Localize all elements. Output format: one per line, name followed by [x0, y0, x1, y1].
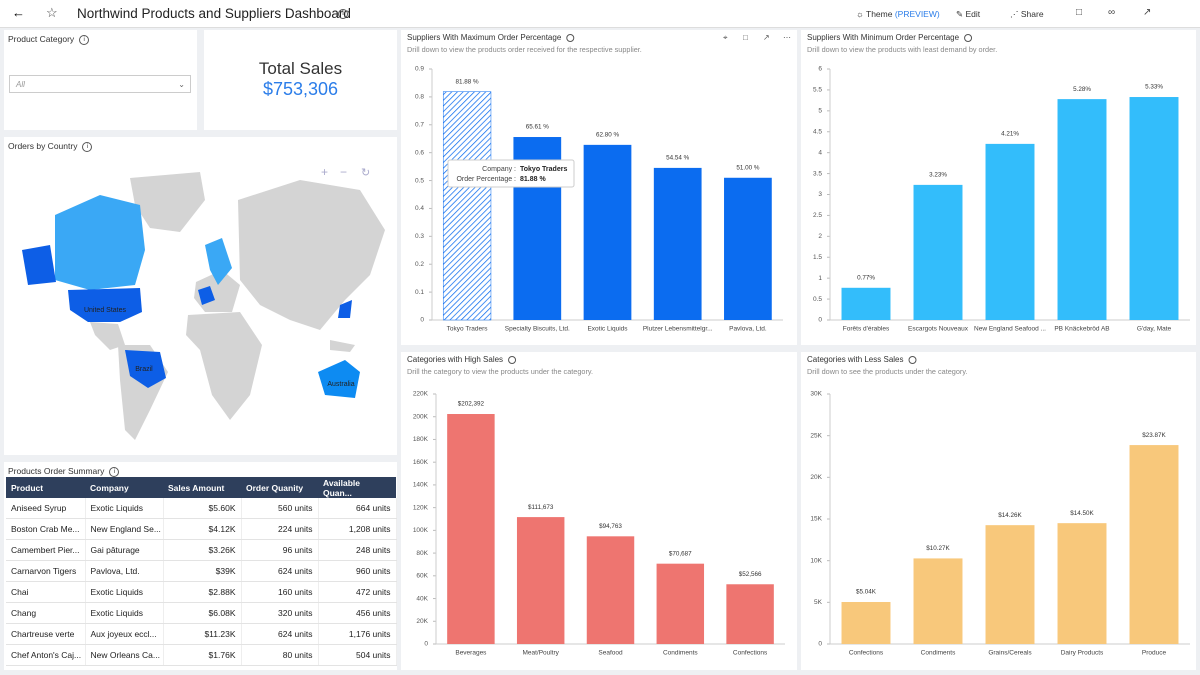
- table-cell: 624 units: [241, 560, 319, 582]
- filter-title-text: Product Category: [8, 34, 75, 44]
- chart-panel: [401, 30, 797, 345]
- column-header: Available Quan...: [318, 477, 396, 498]
- chart-panel: [801, 352, 1196, 670]
- table-panel: Products Order Summary i Product Company Sa…: [4, 462, 397, 670]
- table-row: Carnarvon Tigers Pavlova, Ltd. $39K 624 uni…: [6, 560, 397, 582]
- table-cell: Aux joyeux eccl...: [85, 623, 164, 645]
- table-cell: New England Se...: [85, 518, 164, 540]
- table-row: Chang Exotic Liquids $6.08K 320 units 456 un…: [6, 602, 397, 624]
- chart-panel: [401, 352, 797, 670]
- summary-table: Product Company Sales Amount Order Quanity A…: [6, 477, 397, 666]
- table-cell: 80 units: [241, 644, 319, 666]
- table-cell: Chef Anton's Caj...: [6, 644, 86, 666]
- table-row: Boston Crab Me... New England Se... $4.12K…: [6, 518, 397, 540]
- table-cell: Chang: [6, 602, 86, 624]
- column-header: Sales Amount: [163, 477, 241, 498]
- table-cell: 224 units: [241, 518, 319, 540]
- table-cell: $11.23K: [163, 623, 242, 645]
- theme-button[interactable]: ☼ Theme (PREVIEW): [856, 9, 940, 19]
- table-row: Camembert Pier... Gai pâturage $3.26K 96 un…: [6, 539, 397, 561]
- header: ← ☆ Northwind Products and Suppliers Das…: [0, 0, 1200, 28]
- table-cell: Pavlova, Ltd.: [85, 560, 164, 582]
- table-cell: Chai: [6, 581, 86, 603]
- kpi-title: Total Sales: [258, 59, 343, 78]
- table-cell: 320 units: [241, 602, 319, 624]
- map-panel: Orders by Country i: [4, 137, 397, 455]
- map-title-text: Orders by Country: [8, 141, 78, 151]
- table-cell: Aniseed Syrup: [6, 498, 86, 519]
- table-cell: Carnarvon Tigers: [6, 560, 86, 582]
- table-cell: 624 units: [241, 623, 319, 645]
- table-cell: 504 units: [318, 644, 397, 666]
- table-cell: 456 units: [318, 602, 397, 624]
- table-cell: 472 units: [318, 581, 397, 603]
- table-cell: Exotic Liquids: [85, 602, 164, 624]
- table-title-text: Products Order Summary: [8, 466, 105, 476]
- table-cell: Chartreuse verte: [6, 623, 86, 645]
- back-button[interactable]: ←: [12, 5, 25, 20]
- table-cell: Exotic Liquids: [85, 498, 164, 519]
- table-row: Chef Anton's Caj... New Orleans Ca... $1.7…: [6, 644, 397, 666]
- chart-panel: [801, 30, 1196, 345]
- table-title: Products Order Summary i: [8, 466, 120, 477]
- map-title: Orders by Country i: [8, 141, 93, 152]
- comment-button[interactable]: □: [1076, 7, 1083, 18]
- column-header: Product: [6, 477, 85, 498]
- table-cell: Gai pâturage: [85, 539, 164, 561]
- filter-title: Product Category i: [8, 34, 90, 45]
- table-cell: Boston Crab Me...: [6, 518, 86, 540]
- table-cell: 96 units: [241, 539, 319, 561]
- table-cell: 664 units: [318, 498, 397, 519]
- table-row: Aniseed Syrup Exotic Liquids $5.60K 560 uni…: [6, 498, 397, 519]
- table-cell: $3.26K: [163, 539, 242, 561]
- share-label: Share: [1020, 9, 1044, 19]
- filter-panel: Product Category i All ⌄: [4, 30, 197, 130]
- favorite-button[interactable]: ☆: [46, 5, 58, 20]
- dashboard-title: Northwind Products and Suppliers Dashboa…: [77, 6, 351, 21]
- table-header: Product Company Sales Amount Order Quanity A…: [6, 477, 396, 498]
- table-cell: 160 units: [241, 581, 319, 603]
- table-cell: $6.08K: [163, 602, 242, 624]
- category-dropdown[interactable]: All ⌄: [9, 75, 191, 93]
- table-cell: $39K: [163, 560, 242, 582]
- table-cell: 560 units: [241, 498, 319, 519]
- table-cell: Exotic Liquids: [85, 581, 164, 603]
- table-row: Chartreuse verte Aux joyeux eccl... $11.23…: [6, 623, 397, 645]
- table-cell: 248 units: [318, 539, 397, 561]
- view-button[interactable]: ∞: [1108, 7, 1116, 18]
- edit-label: Edit: [965, 9, 981, 19]
- table-cell: 1,208 units: [318, 518, 397, 540]
- table-cell: Camembert Pier...: [6, 539, 86, 561]
- table-cell: $4.12K: [163, 518, 242, 540]
- column-header: Company: [85, 477, 163, 498]
- table-cell: $2.88K: [163, 581, 242, 603]
- kpi-value: $753,306: [262, 79, 339, 99]
- theme-tag: (PREVIEW): [894, 9, 940, 19]
- table-cell: 960 units: [318, 560, 397, 582]
- table-cell: $5.60K: [163, 498, 242, 519]
- share-button[interactable]: ⋰ Share: [1010, 9, 1044, 19]
- fullscreen-button[interactable]: ↗: [1143, 7, 1152, 18]
- table-cell: New Orleans Ca...: [85, 644, 164, 666]
- table-cell: $1.76K: [163, 644, 242, 666]
- dropdown-placeholder: All: [16, 80, 25, 89]
- edit-button[interactable]: ✎ Edit: [956, 9, 981, 19]
- column-header: Order Quanity: [241, 477, 318, 498]
- theme-label: Theme: [866, 9, 893, 19]
- table-row: Chai Exotic Liquids $2.88K 160 units 472 uni…: [6, 581, 397, 603]
- kpi-panel: Total Sales $753,306: [204, 30, 397, 130]
- info-icon[interactable]: i: [338, 9, 348, 19]
- table-cell: 1,176 units: [318, 623, 397, 645]
